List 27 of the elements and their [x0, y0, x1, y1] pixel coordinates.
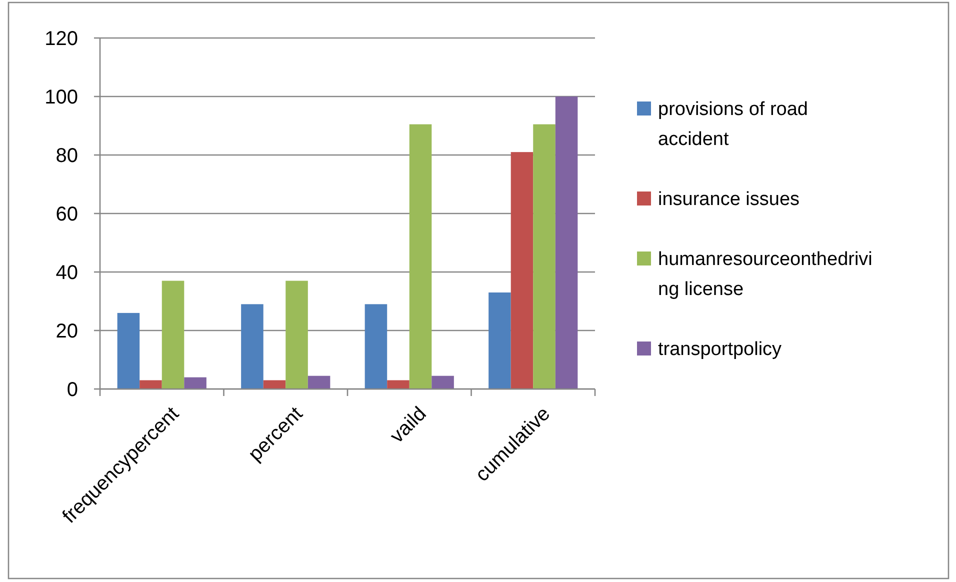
- bar: [488, 292, 511, 389]
- bar: [555, 96, 578, 389]
- legend-label: provisions of road accident: [658, 99, 808, 150]
- legend-label: transportpolicy: [658, 339, 782, 360]
- y-tick-label: 20: [56, 320, 78, 342]
- bar: [263, 380, 286, 389]
- bar: [184, 377, 206, 389]
- legend-label: humanresourceonthedriving license: [658, 249, 872, 300]
- bar: [387, 380, 410, 389]
- y-tick-label: 100: [44, 86, 78, 108]
- legend-label: insurance issues: [658, 189, 800, 210]
- y-tick-label: 120: [44, 28, 78, 50]
- y-tick-label: 80: [56, 145, 78, 167]
- bar: [510, 152, 534, 389]
- bar: [364, 304, 388, 389]
- bar: [286, 280, 308, 389]
- bar: [241, 304, 264, 389]
- bar: [140, 380, 162, 389]
- bar: [409, 124, 432, 389]
- bar: [162, 280, 184, 389]
- y-tick-label: 0: [66, 379, 78, 401]
- y-tick-label: 60: [56, 204, 78, 226]
- y-tick-label: 40: [56, 262, 78, 284]
- bar: [117, 312, 140, 389]
- bar: [533, 124, 556, 389]
- bar: [308, 376, 330, 389]
- bar: [432, 376, 454, 389]
